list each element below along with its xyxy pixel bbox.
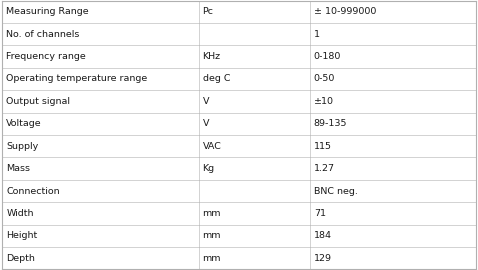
Text: deg C: deg C xyxy=(203,75,230,83)
Text: mm: mm xyxy=(203,231,221,240)
Text: 89-135: 89-135 xyxy=(314,119,348,128)
Text: V: V xyxy=(203,119,209,128)
Text: Measuring Range: Measuring Range xyxy=(6,7,89,16)
Text: KHz: KHz xyxy=(203,52,221,61)
Text: Supply: Supply xyxy=(6,142,38,151)
Text: 115: 115 xyxy=(314,142,332,151)
Text: 71: 71 xyxy=(314,209,326,218)
Text: VAC: VAC xyxy=(203,142,221,151)
Text: BNC neg.: BNC neg. xyxy=(314,187,358,195)
Text: Pc: Pc xyxy=(203,7,214,16)
Text: Connection: Connection xyxy=(6,187,60,195)
Text: Voltage: Voltage xyxy=(6,119,42,128)
Text: 184: 184 xyxy=(314,231,332,240)
Text: Kg: Kg xyxy=(203,164,215,173)
Text: V: V xyxy=(203,97,209,106)
Text: Height: Height xyxy=(6,231,37,240)
Text: mm: mm xyxy=(203,209,221,218)
Text: Mass: Mass xyxy=(6,164,30,173)
Text: 129: 129 xyxy=(314,254,332,263)
Text: ±10: ±10 xyxy=(314,97,334,106)
Text: ± 10-999000: ± 10-999000 xyxy=(314,7,376,16)
Text: mm: mm xyxy=(203,254,221,263)
Text: Operating temperature range: Operating temperature range xyxy=(6,75,148,83)
Text: 0-180: 0-180 xyxy=(314,52,341,61)
Text: 1: 1 xyxy=(314,30,320,39)
Text: Width: Width xyxy=(6,209,34,218)
Text: 0-50: 0-50 xyxy=(314,75,335,83)
Text: Frequency range: Frequency range xyxy=(6,52,86,61)
Text: Output signal: Output signal xyxy=(6,97,70,106)
Text: No. of channels: No. of channels xyxy=(6,30,80,39)
Text: 1.27: 1.27 xyxy=(314,164,335,173)
Text: Depth: Depth xyxy=(6,254,35,263)
